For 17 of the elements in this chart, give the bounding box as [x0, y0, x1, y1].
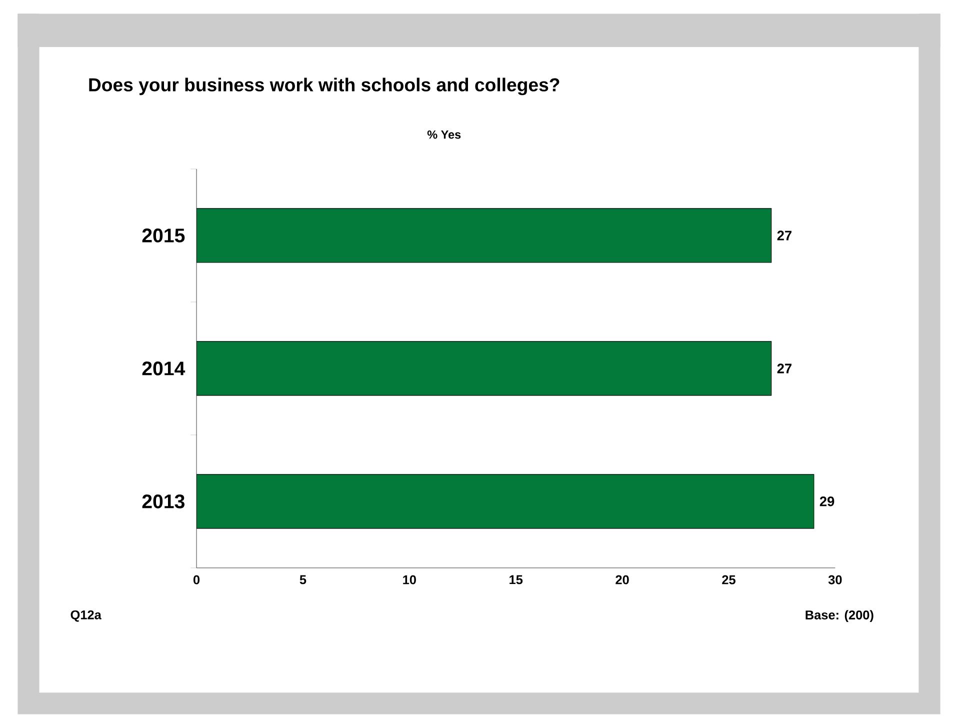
chart-subtitle: % Yes — [427, 130, 461, 139]
x-tick-label: 10 — [403, 575, 416, 584]
x-tick-label: 20 — [616, 575, 629, 584]
y-tick-label: 2013 — [142, 494, 184, 508]
x-tick-label: 5 — [300, 575, 306, 584]
x-tick-label: 15 — [510, 575, 523, 584]
data-label: 27 — [777, 364, 792, 374]
x-tick-label: 25 — [722, 575, 736, 584]
text: Base: (200) — [806, 610, 874, 622]
y-tick-label: 2014 — [142, 361, 186, 376]
text: Q12a — [70, 610, 102, 622]
data-label: 29 — [820, 496, 834, 506]
x-tick-label: 0 — [193, 575, 200, 584]
x-tick-label: 30 — [828, 575, 842, 584]
chart-title: Does your business work with schools and colleges? — [89, 78, 560, 96]
y-tick-label: 2015 — [142, 228, 185, 242]
data-label: 27 — [777, 230, 792, 240]
